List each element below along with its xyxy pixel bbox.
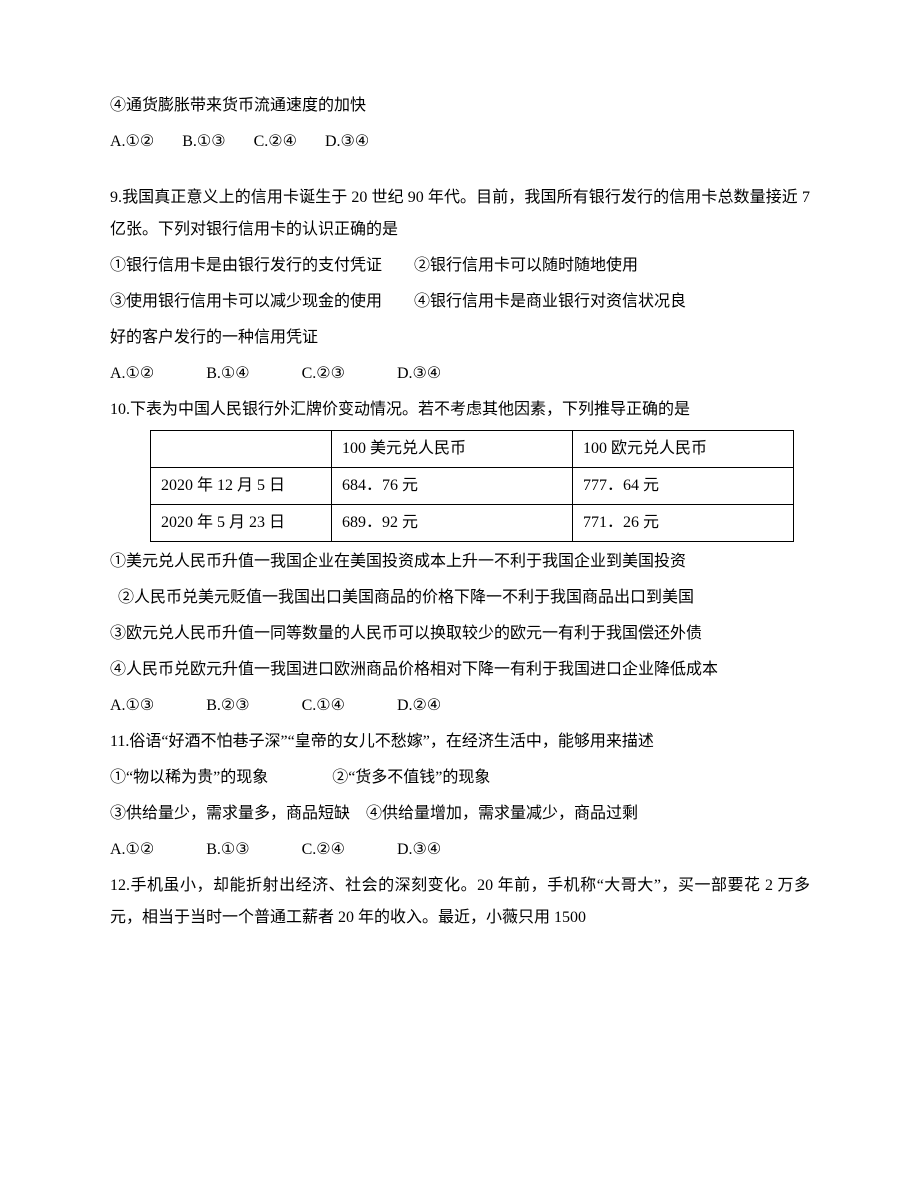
header-blank <box>151 431 332 468</box>
row2-date: 2020 年 5 月 23 日 <box>151 505 332 542</box>
q10-table: 100 美元兑人民币 100 欧元兑人民币 2020 年 12 月 5 日 68… <box>150 430 794 542</box>
q11-option-c: C.②④ <box>302 834 345 866</box>
q9-option-a: A.①② <box>110 358 154 390</box>
q11-option-d: D.③④ <box>397 834 441 866</box>
table-row: 2020 年 5 月 23 日 689．92 元 771．26 元 <box>151 505 794 542</box>
header-eur: 100 欧元兑人民币 <box>573 431 794 468</box>
q11-statements-3-4: ③供给量少，需求量多，商品短缺 ④供给量增加，需求量减少，商品过剩 <box>110 798 810 830</box>
row2-eur: 771．26 元 <box>573 505 794 542</box>
q9-option-b: B.①④ <box>206 358 249 390</box>
q11-option-b: B.①③ <box>206 834 249 866</box>
row1-date: 2020 年 12 月 5 日 <box>151 468 332 505</box>
q10-prompt: 10.下表为中国人民银行外汇牌价变动情况。若不考虑其他因素，下列推导正确的是 <box>110 394 810 426</box>
q10-option-b: B.②③ <box>206 690 249 722</box>
q9-statements-1-2: ①银行信用卡是由银行发行的支付凭证 ②银行信用卡可以随时随地使用 <box>110 250 810 282</box>
q8-option-d: D.③④ <box>325 126 369 158</box>
q10-options: A.①③ B.②③ C.①④ D.②④ <box>110 690 810 722</box>
document-page: ④通货膨胀带来货币流通速度的加快 A.①② B.①③ C.②④ D.③④ 9.我… <box>0 0 920 1192</box>
q9-option-d: D.③④ <box>397 358 441 390</box>
q10-statement-4: ④人民币兑欧元升值一我国进口欧洲商品价格相对下降一有利于我国进口企业降低成本 <box>110 654 810 686</box>
q8-option-a: A.①② <box>110 126 154 158</box>
q10-statement-2: ②人民币兑美元贬值一我国出口美国商品的价格下降一不利于我国商品出口到美国 <box>110 582 810 614</box>
q9-prompt: 9.我国真正意义上的信用卡诞生于 20 世纪 90 年代。目前，我国所有银行发行… <box>110 182 810 246</box>
q8-option-c: C.②④ <box>254 126 297 158</box>
q12-paragraph: 12.手机虽小，却能折射出经济、社会的深刻变化。20 年前，手机称“大哥大”，买… <box>110 870 810 934</box>
q10-option-c: C.①④ <box>302 690 345 722</box>
q10-option-d: D.②④ <box>397 690 441 722</box>
q9-statements-3-4a: ③使用银行信用卡可以减少现金的使用 ④银行信用卡是商业银行对资信状况良 <box>110 286 810 318</box>
q8-statement-4: ④通货膨胀带来货币流通速度的加快 <box>110 90 810 122</box>
q10-statement-1: ①美元兑人民币升值一我国企业在美国投资成本上升一不利于我国企业到美国投资 <box>110 546 810 578</box>
q9-options: A.①② B.①④ C.②③ D.③④ <box>110 358 810 390</box>
q10-statement-3: ③欧元兑人民币升值一同等数量的人民币可以换取较少的欧元一有利于我国偿还外债 <box>110 618 810 650</box>
table-row: 2020 年 12 月 5 日 684．76 元 777．64 元 <box>151 468 794 505</box>
spacer <box>110 162 810 178</box>
header-usd: 100 美元兑人民币 <box>332 431 573 468</box>
q11-statements-1-2: ①“物以稀为贵”的现象 ②“货多不值钱”的现象 <box>110 762 810 794</box>
q11-option-a: A.①② <box>110 834 154 866</box>
q9-option-c: C.②③ <box>302 358 345 390</box>
table-header-row: 100 美元兑人民币 100 欧元兑人民币 <box>151 431 794 468</box>
row2-usd: 689．92 元 <box>332 505 573 542</box>
q11-prompt: 11.俗语“好酒不怕巷子深”“皇帝的女儿不愁嫁”，在经济生活中，能够用来描述 <box>110 726 810 758</box>
q8-options: A.①② B.①③ C.②④ D.③④ <box>110 126 810 158</box>
row1-usd: 684．76 元 <box>332 468 573 505</box>
q8-option-b: B.①③ <box>182 126 225 158</box>
q9-statements-3-4b: 好的客户发行的一种信用凭证 <box>110 322 810 354</box>
row1-eur: 777．64 元 <box>573 468 794 505</box>
q11-options: A.①② B.①③ C.②④ D.③④ <box>110 834 810 866</box>
q10-option-a: A.①③ <box>110 690 154 722</box>
